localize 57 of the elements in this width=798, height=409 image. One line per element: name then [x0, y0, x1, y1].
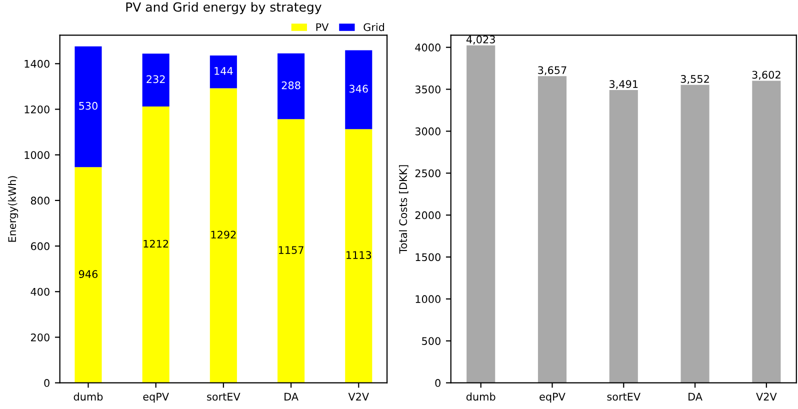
data-label: 232 [146, 75, 165, 84]
x-tick-label: eqPV [540, 392, 566, 403]
legend-label: Grid [364, 23, 384, 32]
y-tick-label: 500 [422, 337, 440, 345]
x-tick-label: sortEV [607, 392, 640, 401]
y-tick-label: 1000 [416, 295, 440, 304]
bar [74, 167, 102, 383]
x-tick-label: DA [688, 392, 702, 400]
legend-label: PV [316, 23, 329, 31]
y-tick-label: 0 [435, 379, 440, 387]
data-label: 288 [282, 81, 300, 90]
y-tick-label: 1000 [24, 151, 50, 159]
x-tick-label: dumb [74, 392, 103, 401]
data-label: 3,491 [610, 80, 638, 90]
data-label: 3,552 [680, 75, 709, 84]
bar [345, 50, 372, 130]
y-tick-label: 200 [31, 333, 50, 342]
bar [142, 106, 170, 383]
data-label: 530 [79, 102, 98, 110]
bar [74, 46, 102, 168]
y-tick-label: 1200 [24, 105, 50, 114]
bar [278, 53, 305, 120]
data-label: 346 [349, 84, 368, 93]
y-tick-label: 1500 [416, 253, 440, 262]
data-label: 946 [78, 270, 98, 278]
bar [278, 119, 305, 383]
y-tick-label: 600 [30, 242, 50, 250]
data-label: 1113 [346, 251, 372, 259]
bar [345, 129, 372, 383]
y-tick-label: 1400 [24, 60, 50, 68]
x-tick-label: DA [284, 392, 298, 400]
y-tick-label: 3000 [415, 127, 440, 136]
y-tick-label: 800 [30, 196, 50, 205]
x-tick-label: sortEV [207, 392, 240, 401]
x-tick-label: V2V [756, 392, 777, 400]
y-tick-label: 0 [44, 379, 50, 387]
data-label: 3,602 [752, 70, 780, 80]
y-axis-title: Total Costs [DKK] [399, 165, 408, 254]
bar [210, 88, 237, 383]
y-tick-label: 400 [30, 288, 50, 296]
y-tick-label: 3500 [415, 86, 440, 94]
data-label: 3,657 [538, 66, 566, 76]
x-tick-label: V2V [348, 392, 369, 400]
data-label: 144 [214, 67, 233, 75]
y-tick-label: 2000 [415, 211, 440, 220]
x-tick-label: dumb [466, 392, 496, 401]
chart-title: PV and Grid energy by strategy [126, 2, 322, 14]
y-tick-label: 2500 [415, 169, 440, 178]
bar [210, 55, 237, 88]
data-label: 1212 [144, 240, 168, 248]
data-label: 1292 [211, 230, 236, 239]
data-label: 1157 [278, 246, 304, 254]
data-label: 4,023 [466, 36, 495, 44]
y-tick-label: 4000 [415, 44, 440, 52]
x-tick-label: eqPV [143, 392, 169, 403]
y-axis-title: Energy(kWh) [8, 176, 18, 242]
bar [142, 54, 170, 107]
